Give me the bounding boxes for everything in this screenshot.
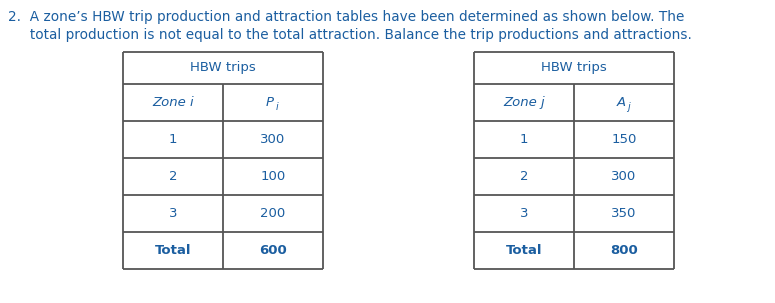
Text: 1: 1 [169, 133, 177, 146]
Text: P: P [266, 96, 274, 109]
Text: 1: 1 [520, 133, 529, 146]
Text: 2: 2 [520, 170, 529, 183]
Text: 3: 3 [169, 207, 177, 220]
Text: 2: 2 [169, 170, 177, 183]
Text: 150: 150 [611, 133, 637, 146]
Text: total production is not equal to the total attraction. Balance the trip producti: total production is not equal to the tot… [8, 28, 692, 42]
Text: 200: 200 [260, 207, 286, 220]
Text: HBW trips: HBW trips [541, 62, 607, 75]
Text: 300: 300 [611, 170, 636, 183]
Text: Total: Total [155, 244, 191, 257]
Text: 800: 800 [610, 244, 638, 257]
Text: 100: 100 [260, 170, 286, 183]
Text: Zone j: Zone j [503, 96, 545, 109]
Text: 600: 600 [259, 244, 287, 257]
Text: A: A [616, 96, 625, 109]
Text: j: j [627, 102, 629, 112]
Text: Total: Total [506, 244, 542, 257]
Text: Zone i: Zone i [152, 96, 194, 109]
Text: 3: 3 [520, 207, 529, 220]
Text: 2.  A zone’s HBW trip production and attraction tables have been determined as s: 2. A zone’s HBW trip production and attr… [8, 10, 684, 24]
Text: 350: 350 [611, 207, 637, 220]
Text: 300: 300 [260, 133, 286, 146]
Text: i: i [276, 102, 278, 112]
Text: HBW trips: HBW trips [190, 62, 256, 75]
